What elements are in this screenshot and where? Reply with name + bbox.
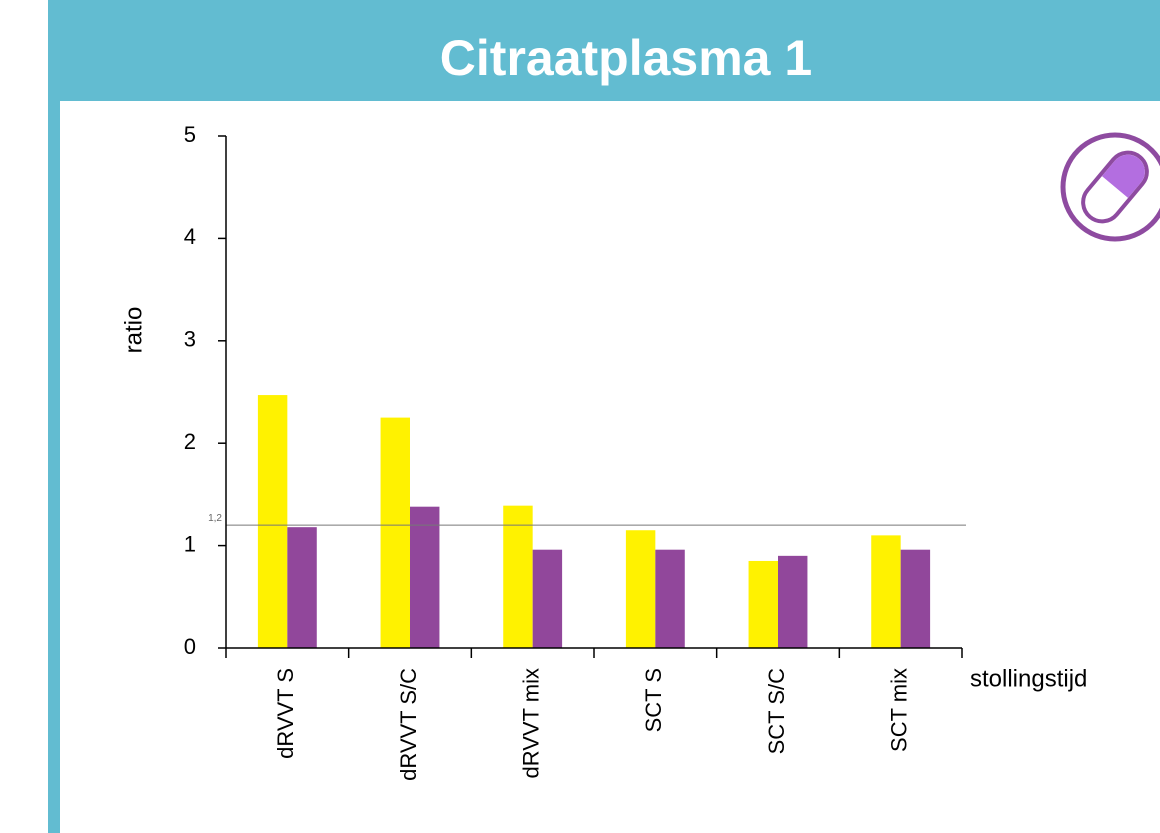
- bar: [871, 535, 901, 648]
- bar: [380, 417, 410, 648]
- bar: [655, 549, 685, 648]
- x-tick-label: dRVVT S: [273, 668, 298, 759]
- y-tick-label: 3: [184, 327, 196, 352]
- bar: [287, 527, 317, 648]
- y-tick-label: 4: [184, 224, 196, 249]
- x-tick-label: SCT mix: [886, 668, 911, 752]
- bar: [625, 530, 656, 648]
- pill-icon: [1060, 132, 1160, 242]
- bar: [410, 506, 440, 648]
- x-tick-label: SCT S/C: [764, 668, 789, 755]
- slide-title: Citraatplasma 1: [440, 30, 812, 86]
- y-axis-label: ratio: [120, 307, 147, 354]
- bar: [900, 549, 931, 648]
- y-tick-label: 0: [184, 634, 196, 659]
- pill-half: [1101, 154, 1145, 198]
- reference-label: 1,2: [208, 513, 222, 524]
- bar: [532, 549, 563, 648]
- x-tick-label: dRVVT mix: [518, 668, 543, 778]
- header-band: [48, 0, 1160, 101]
- y-tick-label: 5: [184, 122, 196, 147]
- bar: [257, 395, 288, 648]
- side-strip: [48, 101, 60, 833]
- x-axis-label: stollingstijd: [970, 665, 1087, 692]
- bar: [778, 555, 808, 648]
- bar: [748, 560, 778, 648]
- x-tick-label: dRVVT S/C: [396, 668, 421, 781]
- x-tick-label: SCT S: [641, 668, 666, 732]
- y-tick-label: 2: [184, 429, 196, 454]
- y-tick-label: 1: [184, 531, 196, 556]
- pill: [1081, 150, 1149, 224]
- bar: [503, 505, 533, 648]
